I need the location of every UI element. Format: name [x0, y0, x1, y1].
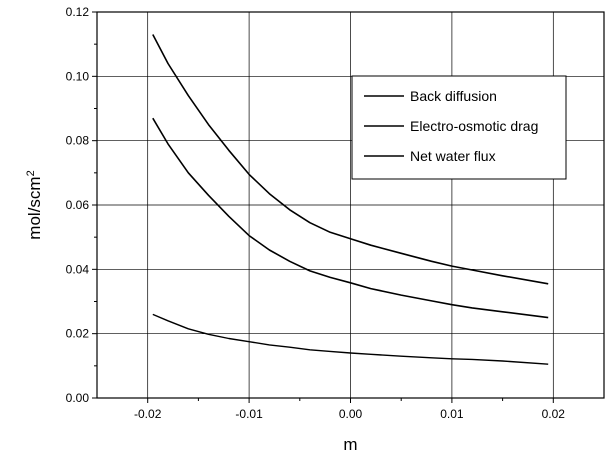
- series-line-electro-osmotic-drag: [152, 117, 549, 319]
- x-tick-label: 0.01: [440, 407, 464, 421]
- x-axis-label: m: [343, 435, 357, 454]
- legend-entry-label: Electro-osmotic drag: [410, 118, 538, 134]
- x-tick-label: -0.02: [134, 407, 162, 421]
- y-axis-label: mol/scm2: [25, 170, 44, 239]
- y-axis-label-sup: 2: [25, 170, 37, 176]
- y-axis-label-base: mol/scm: [25, 176, 44, 239]
- x-tick-label: 0.02: [542, 407, 566, 421]
- y-tick-label: 0.02: [66, 327, 90, 341]
- y-tick-label: 0.10: [66, 69, 90, 83]
- series-layer: [152, 34, 549, 365]
- y-tick-label: 0.06: [66, 198, 90, 212]
- grid-layer: [97, 11, 604, 399]
- x-tick-label: -0.01: [235, 407, 263, 421]
- legend-box: [351, 75, 567, 180]
- legend-entry-label: Back diffusion: [410, 88, 497, 104]
- y-tick-label: 0.04: [66, 262, 90, 276]
- x-tick-label: 0.00: [339, 407, 363, 421]
- tick-layer: -0.02 -0.01 0.00 0.01 0.02 0.00 0.02 0.04 0.06 0.…: [66, 5, 566, 421]
- series-line-net-water-flux: [152, 313, 549, 365]
- y-tick-label: 0.12: [66, 5, 90, 19]
- y-tick-label: 0.08: [66, 134, 90, 148]
- series-line-back-diffusion: [152, 34, 549, 285]
- legend-entry-label: Net water flux: [410, 148, 496, 164]
- y-tick-label: 0.00: [66, 391, 90, 405]
- legend: Back diffusion Electro-osmotic drag Net wa…: [351, 75, 567, 180]
